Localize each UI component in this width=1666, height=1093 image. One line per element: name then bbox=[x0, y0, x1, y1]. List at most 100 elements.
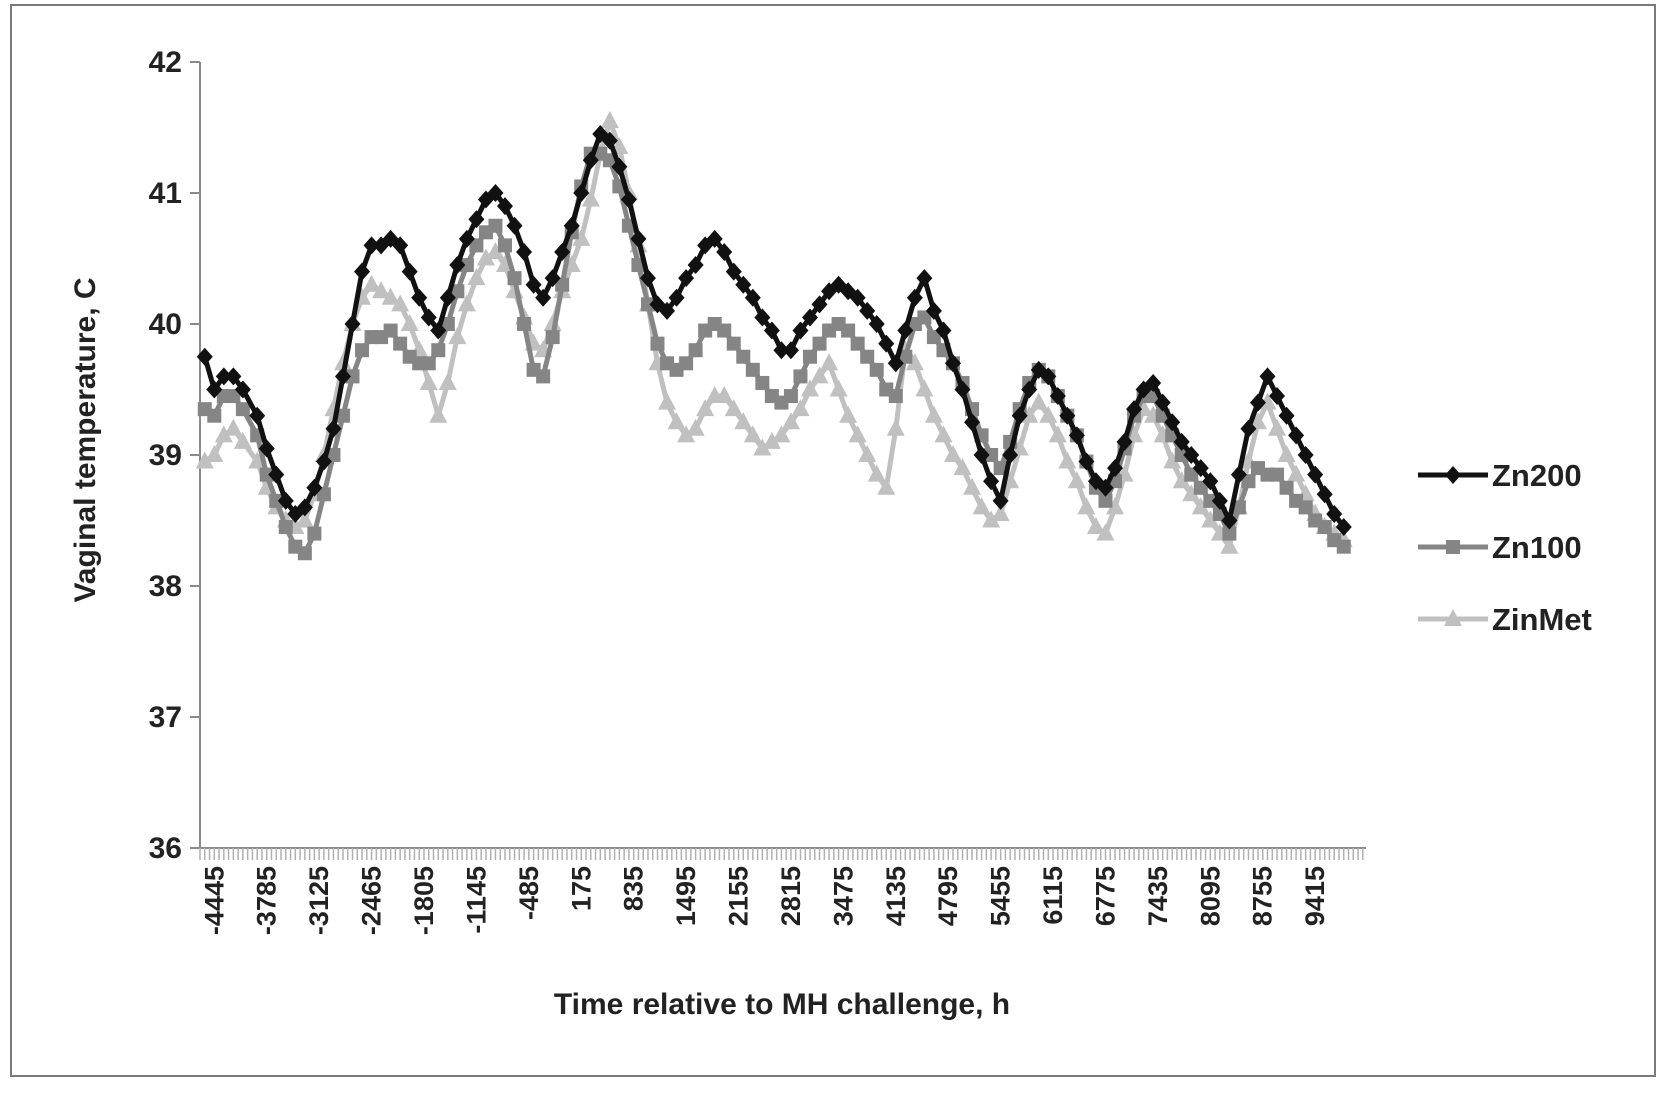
data-point bbox=[333, 353, 352, 371]
data-point bbox=[268, 465, 285, 484]
data-point bbox=[658, 392, 677, 410]
data-point bbox=[1183, 446, 1200, 464]
data-point bbox=[762, 431, 781, 449]
data-point bbox=[536, 369, 551, 384]
data-point bbox=[897, 321, 914, 340]
data-point bbox=[535, 288, 552, 307]
legend-marker bbox=[1444, 609, 1462, 626]
data-point bbox=[345, 369, 360, 384]
data-point bbox=[1048, 425, 1067, 443]
x-tick-label: 2815 bbox=[776, 866, 806, 926]
data-point bbox=[195, 451, 214, 469]
data-point bbox=[383, 323, 398, 338]
data-point bbox=[1173, 432, 1190, 451]
data-point bbox=[964, 413, 981, 432]
data-point bbox=[1172, 471, 1191, 489]
data-point bbox=[1040, 367, 1057, 386]
data-point bbox=[1287, 464, 1306, 482]
data-point bbox=[381, 287, 400, 305]
x-tick-label: 8095 bbox=[1195, 866, 1225, 926]
data-point bbox=[906, 288, 923, 307]
y-tick-label: 37 bbox=[149, 701, 182, 734]
data-point bbox=[867, 464, 886, 482]
data-point bbox=[1002, 446, 1019, 464]
data-point bbox=[476, 248, 495, 266]
legend-item-zn200: Zn200 bbox=[1418, 458, 1582, 493]
data-point bbox=[1145, 373, 1162, 392]
data-point bbox=[325, 419, 342, 438]
data-point bbox=[1067, 471, 1086, 489]
data-point bbox=[763, 321, 780, 340]
data-point bbox=[716, 242, 733, 261]
data-point bbox=[258, 439, 275, 458]
data-point bbox=[668, 288, 685, 307]
data-point bbox=[1191, 497, 1210, 515]
data-point bbox=[934, 425, 953, 443]
data-point bbox=[1297, 446, 1314, 464]
data-point bbox=[316, 487, 331, 502]
data-point bbox=[214, 425, 233, 443]
data-point bbox=[743, 425, 762, 443]
data-point bbox=[362, 274, 381, 292]
series-zn200 bbox=[196, 125, 1352, 537]
data-point bbox=[1259, 367, 1276, 386]
data-point bbox=[781, 412, 800, 430]
data-point bbox=[982, 510, 1001, 528]
data-point bbox=[984, 448, 999, 462]
data-point bbox=[335, 408, 350, 423]
legend-label: Zn200 bbox=[1492, 458, 1582, 493]
data-point bbox=[1269, 387, 1286, 406]
data-point bbox=[1241, 474, 1256, 489]
legend-label: ZinMet bbox=[1492, 602, 1592, 637]
x-tick-label: -1805 bbox=[409, 866, 439, 935]
data-point bbox=[1326, 504, 1343, 523]
data-point bbox=[926, 330, 941, 345]
data-point bbox=[431, 343, 446, 358]
data-point bbox=[1221, 511, 1238, 530]
data-point bbox=[269, 493, 284, 508]
data-point bbox=[1316, 485, 1333, 504]
data-point bbox=[326, 448, 341, 462]
data-point bbox=[678, 269, 695, 288]
x-tick-label: 9415 bbox=[1300, 866, 1330, 926]
chart-frame bbox=[10, 4, 1656, 1077]
data-point bbox=[458, 229, 475, 248]
data-point bbox=[1192, 459, 1209, 478]
legend-marker bbox=[1445, 466, 1461, 484]
data-point bbox=[1240, 419, 1257, 438]
y-tick-label: 41 bbox=[149, 177, 182, 210]
data-point bbox=[525, 275, 542, 294]
data-point bbox=[1335, 518, 1352, 537]
data-point bbox=[773, 341, 790, 360]
data-point bbox=[486, 241, 505, 259]
data-point bbox=[207, 408, 222, 423]
data-point bbox=[850, 336, 865, 351]
data-point bbox=[296, 498, 313, 517]
x-tick-label: 4795 bbox=[933, 866, 963, 926]
data-point bbox=[659, 301, 676, 320]
data-point bbox=[639, 269, 656, 288]
y-tick-label: 38 bbox=[149, 570, 182, 603]
data-point bbox=[1021, 380, 1038, 399]
data-point bbox=[354, 262, 371, 281]
data-point bbox=[459, 258, 474, 273]
legend-item-zn100: Zn100 bbox=[1418, 530, 1582, 565]
y-tick-label: 39 bbox=[149, 439, 182, 472]
legend-marker bbox=[1446, 540, 1460, 554]
data-point bbox=[1277, 445, 1296, 462]
data-point bbox=[877, 477, 896, 495]
data-point bbox=[745, 362, 760, 377]
x-tick-label: 6115 bbox=[1038, 866, 1068, 925]
data-point bbox=[1307, 465, 1324, 484]
data-point bbox=[860, 349, 875, 364]
data-point bbox=[457, 294, 476, 312]
data-point bbox=[467, 268, 486, 286]
data-point bbox=[1029, 392, 1048, 410]
data-point bbox=[858, 445, 877, 462]
data-point bbox=[1077, 497, 1096, 515]
data-point bbox=[1220, 536, 1239, 554]
data-point bbox=[869, 362, 884, 377]
data-point bbox=[249, 406, 266, 425]
data-point bbox=[717, 323, 732, 338]
data-point bbox=[1278, 406, 1295, 425]
